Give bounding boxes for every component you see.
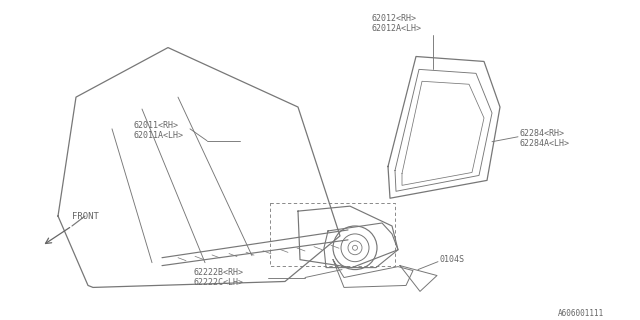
Text: FRONT: FRONT (72, 212, 99, 221)
Text: 62284<RH>: 62284<RH> (520, 129, 565, 138)
Text: 62222B<RH>: 62222B<RH> (193, 268, 243, 276)
Text: 62011A<LH>: 62011A<LH> (134, 131, 184, 140)
Text: 62222C<LH>: 62222C<LH> (193, 277, 243, 286)
Text: A606001111: A606001111 (558, 309, 604, 318)
Text: 62011<RH>: 62011<RH> (134, 121, 179, 130)
Text: 62012<RH>: 62012<RH> (372, 14, 417, 23)
Text: 62284A<LH>: 62284A<LH> (520, 139, 570, 148)
Text: 62012A<LH>: 62012A<LH> (372, 24, 422, 33)
Text: 0104S: 0104S (440, 255, 465, 264)
